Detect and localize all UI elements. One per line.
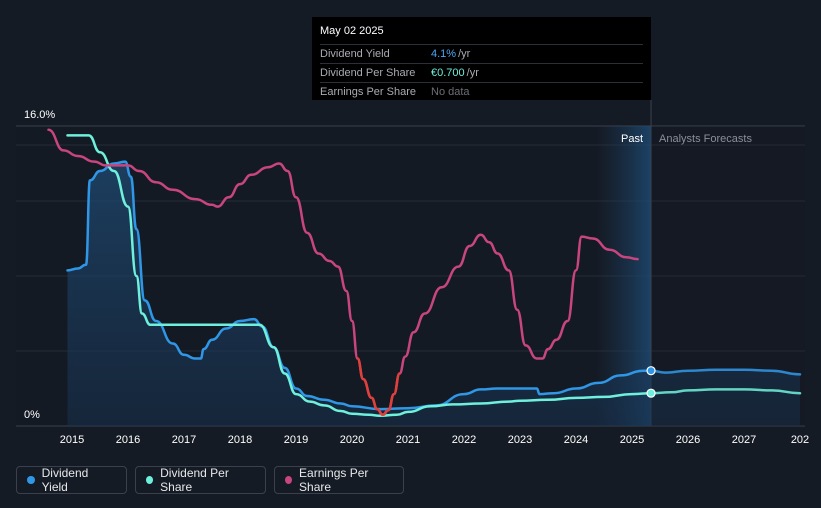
dividend-yield-dot-icon bbox=[27, 476, 35, 484]
earnings-per-share-dot-icon bbox=[285, 476, 293, 484]
y-tick-label: 16.0% bbox=[24, 109, 55, 121]
legend-label: Dividend Yield bbox=[41, 466, 89, 494]
dividend-per-share-marker[interactable] bbox=[646, 388, 656, 398]
x-tick-label: 2017 bbox=[172, 434, 196, 446]
x-tick-label: 202 bbox=[791, 434, 809, 446]
tooltip-value: 4.1% bbox=[431, 48, 457, 60]
dividend-yield-marker[interactable] bbox=[646, 366, 656, 376]
legend-item-dividend-per-share[interactable]: Dividend Per Share bbox=[135, 466, 266, 494]
tooltip-row-dividend-yield: Dividend Yield 4.1% /yr bbox=[320, 44, 643, 63]
tooltip-value: €0.700 bbox=[431, 67, 465, 79]
x-tick-label: 2022 bbox=[452, 434, 476, 446]
past-label: Past bbox=[621, 133, 643, 145]
x-axis: 2015 2016 2017 2018 2019 2020 2021 2022 2023 2024… bbox=[60, 434, 809, 446]
tooltip-label: Dividend Yield bbox=[320, 48, 390, 60]
y-axis: 16.0% 0% bbox=[24, 109, 55, 421]
legend-item-dividend-yield[interactable]: Dividend Yield bbox=[16, 466, 127, 494]
legend-label: Dividend Per Share bbox=[160, 466, 229, 494]
tooltip: May 02 2025 Dividend Yield 4.1% /yr Divi… bbox=[312, 17, 651, 100]
y-tick-label: 0% bbox=[24, 409, 40, 421]
x-tick-label: 2021 bbox=[396, 434, 420, 446]
tooltip-row-dividend-per-share: Dividend Per Share €0.700 /yr bbox=[320, 63, 643, 82]
x-tick-label: 2027 bbox=[732, 434, 756, 446]
earnings-per-share-negative-segment bbox=[356, 357, 401, 417]
dividend-yield-line bbox=[66, 160, 802, 411]
forecast-label: Analysts Forecasts bbox=[659, 133, 752, 145]
legend-label: Earnings Per Share bbox=[299, 466, 369, 494]
x-tick-label: 2026 bbox=[676, 434, 700, 446]
x-tick-label: 2018 bbox=[228, 434, 252, 446]
tooltip-row-earnings-per-share: Earnings Per Share No data bbox=[320, 82, 643, 101]
tooltip-date: May 02 2025 bbox=[320, 25, 384, 37]
x-tick-label: 2024 bbox=[564, 434, 588, 446]
x-tick-label: 2023 bbox=[508, 434, 532, 446]
x-tick-label: 2025 bbox=[620, 434, 644, 446]
tooltip-label: Earnings Per Share bbox=[320, 86, 416, 98]
tooltip-value: No data bbox=[431, 86, 470, 98]
tooltip-unit: /yr bbox=[458, 48, 471, 60]
x-tick-label: 2019 bbox=[284, 434, 308, 446]
legend-item-earnings-per-share[interactable]: Earnings Per Share bbox=[274, 466, 404, 494]
series-layer bbox=[47, 126, 805, 426]
tooltip-unit: /yr bbox=[466, 67, 479, 79]
dividend-yield-area bbox=[67, 161, 800, 426]
x-tick-label: 2016 bbox=[116, 434, 140, 446]
tooltip-label: Dividend Per Share bbox=[320, 67, 416, 79]
x-tick-label: 2015 bbox=[60, 434, 84, 446]
x-tick-label: 2020 bbox=[340, 434, 364, 446]
forecast-region bbox=[652, 126, 805, 426]
dividend-per-share-dot-icon bbox=[146, 476, 154, 484]
